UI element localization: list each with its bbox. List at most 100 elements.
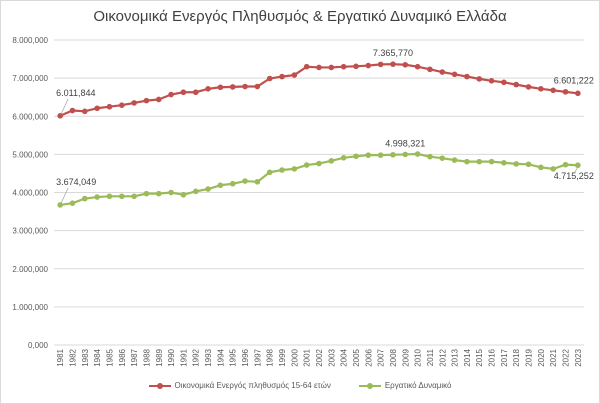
data-point: [328, 158, 335, 164]
x-tick-label: 1991: [179, 348, 188, 366]
y-tick-label: 8.000,000: [12, 36, 48, 45]
data-point: [303, 63, 310, 70]
x-tick-label: 2000: [290, 348, 299, 366]
x-tick-label: 1985: [105, 348, 114, 366]
chart-title: Οικονομικά Ενεργός Πληθυσμός & Εργατικό …: [93, 8, 507, 25]
data-point: [254, 83, 261, 90]
data-point: [217, 84, 224, 91]
x-tick-label: 1989: [155, 348, 164, 366]
data-point: [377, 61, 384, 68]
data-point: [501, 159, 507, 166]
data-point: [106, 103, 113, 110]
data-point: [266, 75, 273, 82]
data-point: [340, 155, 347, 161]
x-tick-label: 1984: [93, 348, 102, 366]
data-point: [562, 89, 569, 95]
x-tick-label: 1986: [118, 348, 127, 366]
x-tick-label: 2017: [500, 348, 509, 366]
y-tick-label: 5.000,000: [12, 150, 48, 159]
data-point: [562, 161, 569, 168]
y-tick-label: 4.000,000: [12, 189, 48, 198]
data-point: [131, 193, 137, 200]
data-point: [353, 63, 359, 70]
data-point: [266, 169, 273, 176]
data-label: 7.365,770: [373, 48, 413, 58]
data-point: [82, 108, 88, 115]
legend: Οικονομικά Ενεργός πληθυσμός 15-64 ετών …: [0, 381, 600, 390]
data-point: [414, 151, 421, 157]
data-point: [94, 105, 100, 112]
y-tick-label: 6.000,000: [12, 112, 48, 121]
data-point: [106, 193, 113, 200]
x-tick-label: 2001: [303, 348, 312, 366]
x-tick-label: 2006: [364, 348, 373, 366]
data-point: [525, 161, 532, 168]
x-tick-label: 2014: [463, 348, 472, 366]
data-point: [180, 191, 187, 198]
data-point: [464, 158, 470, 165]
legend-marker-icon: [358, 382, 381, 389]
data-label: 6.011,844: [56, 88, 95, 98]
x-tick-label: 2007: [377, 348, 386, 366]
x-tick-label: 2009: [401, 348, 410, 366]
data-point: [427, 153, 433, 160]
x-tick-label: 1993: [204, 348, 213, 366]
data-point: [427, 66, 433, 73]
x-tick-label: 2021: [549, 348, 558, 366]
data-point: [402, 61, 409, 68]
data-point: [488, 77, 495, 84]
data-point: [143, 97, 150, 104]
data-point: [488, 158, 495, 165]
data-point: [69, 200, 76, 206]
data-point: [402, 151, 409, 158]
leader-line: [574, 167, 579, 173]
data-point: [205, 186, 211, 192]
x-tick-label: 1982: [68, 348, 77, 366]
x-tick-label: 1983: [81, 348, 90, 366]
y-tick-label: 0,000: [28, 341, 49, 350]
data-point: [501, 79, 507, 86]
legend-item-labour-force: Εργατικό Δυναμικό: [358, 381, 452, 390]
data-point: [205, 86, 211, 92]
legend-label: Εργατικό Δυναμικό: [384, 381, 452, 390]
data-point: [513, 81, 520, 88]
data-point: [118, 102, 125, 108]
x-tick-label: 1998: [266, 348, 275, 366]
data-point: [365, 152, 372, 158]
data-point: [57, 202, 63, 208]
x-tick-label: 2018: [512, 348, 521, 366]
data-point: [390, 61, 396, 67]
data-point: [316, 160, 322, 167]
data-point: [439, 155, 446, 161]
data-point: [291, 166, 298, 172]
data-point: [242, 178, 248, 184]
data-point: [118, 193, 125, 200]
x-tick-label: 2011: [426, 348, 435, 366]
data-point: [94, 194, 100, 200]
data-point: [155, 190, 162, 197]
data-point: [155, 96, 162, 103]
data-point: [414, 63, 421, 70]
legend-label: Οικονομικά Ενεργός πληθυσμός 15-64 ετών: [174, 381, 331, 390]
data-point: [192, 188, 199, 195]
x-tick-label: 2023: [574, 348, 583, 366]
data-point: [131, 100, 137, 106]
data-point: [291, 72, 298, 78]
data-point: [550, 87, 556, 94]
x-tick-label: 1988: [142, 348, 151, 366]
data-point: [303, 162, 310, 168]
data-point: [476, 158, 483, 165]
x-tick-label: 1981: [56, 348, 65, 366]
data-point: [340, 63, 347, 70]
x-tick-label: 2020: [537, 348, 546, 366]
data-point: [57, 112, 63, 119]
x-tick-label: 1992: [192, 348, 201, 366]
x-tick-label: 2015: [475, 348, 484, 366]
data-point: [365, 62, 372, 69]
data-point: [550, 166, 556, 172]
data-point: [143, 190, 150, 197]
x-tick-label: 2005: [352, 348, 361, 366]
y-tick-label: 2.000,000: [12, 265, 48, 274]
data-point: [180, 89, 187, 96]
